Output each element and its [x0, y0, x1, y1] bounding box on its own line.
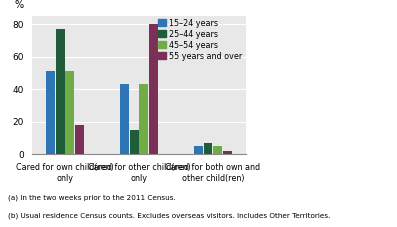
- Bar: [66, 71, 74, 154]
- Text: (b) Usual residence Census counts. Excludes overseas visitors. Includes Other Te: (b) Usual residence Census counts. Exclu…: [8, 213, 330, 220]
- Bar: [120, 84, 129, 154]
- Legend: 15–24 years, 25–44 years, 45–54 years, 55 years and over: 15–24 years, 25–44 years, 45–54 years, 5…: [158, 19, 242, 61]
- Bar: [213, 146, 222, 154]
- Bar: [46, 71, 55, 154]
- Bar: [130, 130, 139, 154]
- Bar: [223, 151, 232, 154]
- Bar: [204, 143, 212, 154]
- Bar: [149, 24, 158, 154]
- Y-axis label: %: %: [14, 0, 23, 10]
- Bar: [139, 84, 148, 154]
- Bar: [194, 146, 203, 154]
- Text: (a) In the two weeks prior to the 2011 Census.: (a) In the two weeks prior to the 2011 C…: [8, 195, 176, 201]
- Bar: [56, 29, 65, 154]
- Bar: [75, 125, 84, 154]
